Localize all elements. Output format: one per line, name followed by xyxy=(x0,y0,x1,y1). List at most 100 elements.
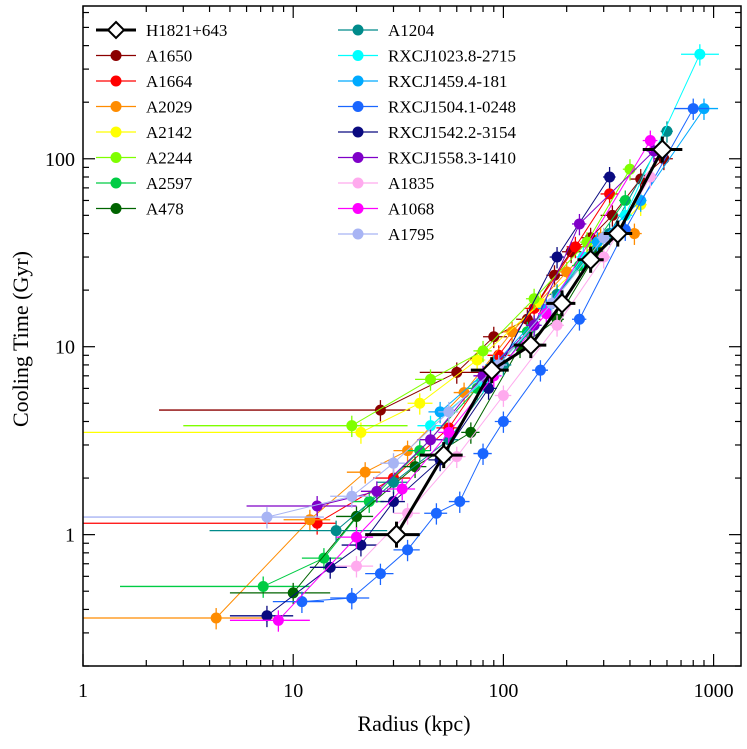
data-point xyxy=(458,387,470,399)
legend-label: A478 xyxy=(146,200,184,219)
data-point xyxy=(604,171,616,183)
legend-marker xyxy=(352,101,364,112)
legend-label: A2244 xyxy=(146,149,193,168)
data-point xyxy=(261,511,273,523)
legend-label: RXCJ1504.1-0248 xyxy=(388,98,516,117)
data-point xyxy=(387,476,399,488)
data-point xyxy=(257,580,269,592)
data-point xyxy=(534,364,546,376)
series-rxcj1504-1-0248 xyxy=(272,98,709,614)
data-point xyxy=(477,345,489,357)
data-point xyxy=(520,334,542,356)
legend-marker xyxy=(110,152,122,163)
data-point xyxy=(425,420,437,432)
data-point xyxy=(497,415,509,427)
data-point xyxy=(318,552,330,564)
data-point xyxy=(580,249,602,271)
legend-label: A2142 xyxy=(146,123,192,142)
legend-item-a2142: A2142 xyxy=(96,123,192,142)
data-point xyxy=(210,612,222,624)
legend-item-a2029: A2029 xyxy=(96,98,192,117)
data-point xyxy=(330,525,342,537)
data-point xyxy=(506,326,518,338)
legend-label: H1821+643 xyxy=(146,21,227,40)
legend-item-rxcj1542-2-3154: RXCJ1542.2-3154 xyxy=(338,123,516,142)
legend-item-a1650: A1650 xyxy=(96,47,192,66)
series-rxcj1558-3-1410 xyxy=(246,141,661,518)
y-tick-label: 10 xyxy=(55,337,75,359)
legend-item-a1835: A1835 xyxy=(338,174,434,193)
legend-label: A2597 xyxy=(146,174,193,193)
legend-marker xyxy=(110,203,122,214)
data-point xyxy=(346,420,358,432)
data-point xyxy=(296,596,308,608)
data-point xyxy=(287,587,299,599)
legend-item-rxcj1504-1-0248: RXCJ1504.1-0248 xyxy=(338,98,516,117)
data-point xyxy=(540,308,552,320)
data-point xyxy=(581,236,593,248)
data-point xyxy=(371,485,383,497)
legend-marker xyxy=(110,75,122,87)
series-line xyxy=(430,54,701,427)
series-line xyxy=(351,168,631,427)
data-point xyxy=(324,561,336,573)
legend-marker xyxy=(110,126,122,138)
legend-marker xyxy=(106,20,126,40)
legend-label: RXCJ1023.8-2715 xyxy=(388,47,516,66)
legend-label: RXCJ1558.3-1410 xyxy=(388,149,516,168)
data-point xyxy=(481,359,503,381)
y-axis-title: Cooling Time (Gyr) xyxy=(8,251,33,427)
data-point xyxy=(387,457,399,469)
data-point xyxy=(430,507,442,519)
x-tick-label: 10 xyxy=(283,680,303,702)
legend-marker xyxy=(352,203,364,214)
data-point xyxy=(350,531,362,543)
y-tick-label: 100 xyxy=(45,149,75,171)
data-point xyxy=(363,496,375,508)
data-point xyxy=(304,514,316,526)
data-point xyxy=(396,483,408,495)
legend-marker xyxy=(352,152,364,163)
data-point xyxy=(606,209,618,221)
series-a1795 xyxy=(83,227,611,529)
data-point xyxy=(359,466,371,478)
data-point xyxy=(488,331,500,343)
legend-marker xyxy=(352,75,364,87)
data-point xyxy=(619,194,631,206)
data-point xyxy=(528,293,540,305)
data-layer xyxy=(83,44,719,632)
series-a2029 xyxy=(83,223,642,630)
data-point xyxy=(261,610,273,622)
legend-item-rxcj1459-4-181: RXCJ1459.4-181 xyxy=(338,72,507,91)
legend-item-a478: A478 xyxy=(96,200,184,219)
data-point xyxy=(402,544,414,556)
data-point xyxy=(477,448,489,460)
data-point xyxy=(607,223,629,244)
legend-marker xyxy=(110,101,122,112)
legend-marker xyxy=(352,24,364,36)
x-axis-title: Radius (kpc) xyxy=(357,711,470,736)
legend-marker xyxy=(110,177,122,189)
data-point xyxy=(497,390,509,402)
data-point xyxy=(350,510,362,522)
data-point xyxy=(433,444,455,466)
data-point xyxy=(687,103,699,115)
data-point xyxy=(374,568,386,580)
data-point xyxy=(573,218,585,230)
legend-item-rxcj1558-3-1410: RXCJ1558.3-1410 xyxy=(338,149,516,168)
data-point xyxy=(551,319,563,331)
series-rxcj1459-4-181 xyxy=(428,98,719,424)
legend-label: A1204 xyxy=(388,21,435,40)
legend-label: A2029 xyxy=(146,98,192,117)
data-point xyxy=(471,354,483,366)
legend-marker xyxy=(352,126,364,138)
data-point xyxy=(454,496,466,508)
data-point xyxy=(451,451,463,463)
series-line xyxy=(301,108,694,603)
series-a1664 xyxy=(83,183,618,535)
data-point xyxy=(387,496,399,508)
data-point xyxy=(694,48,706,60)
legend-label: A1835 xyxy=(388,174,434,193)
legend-item-a1664: A1664 xyxy=(96,72,193,91)
